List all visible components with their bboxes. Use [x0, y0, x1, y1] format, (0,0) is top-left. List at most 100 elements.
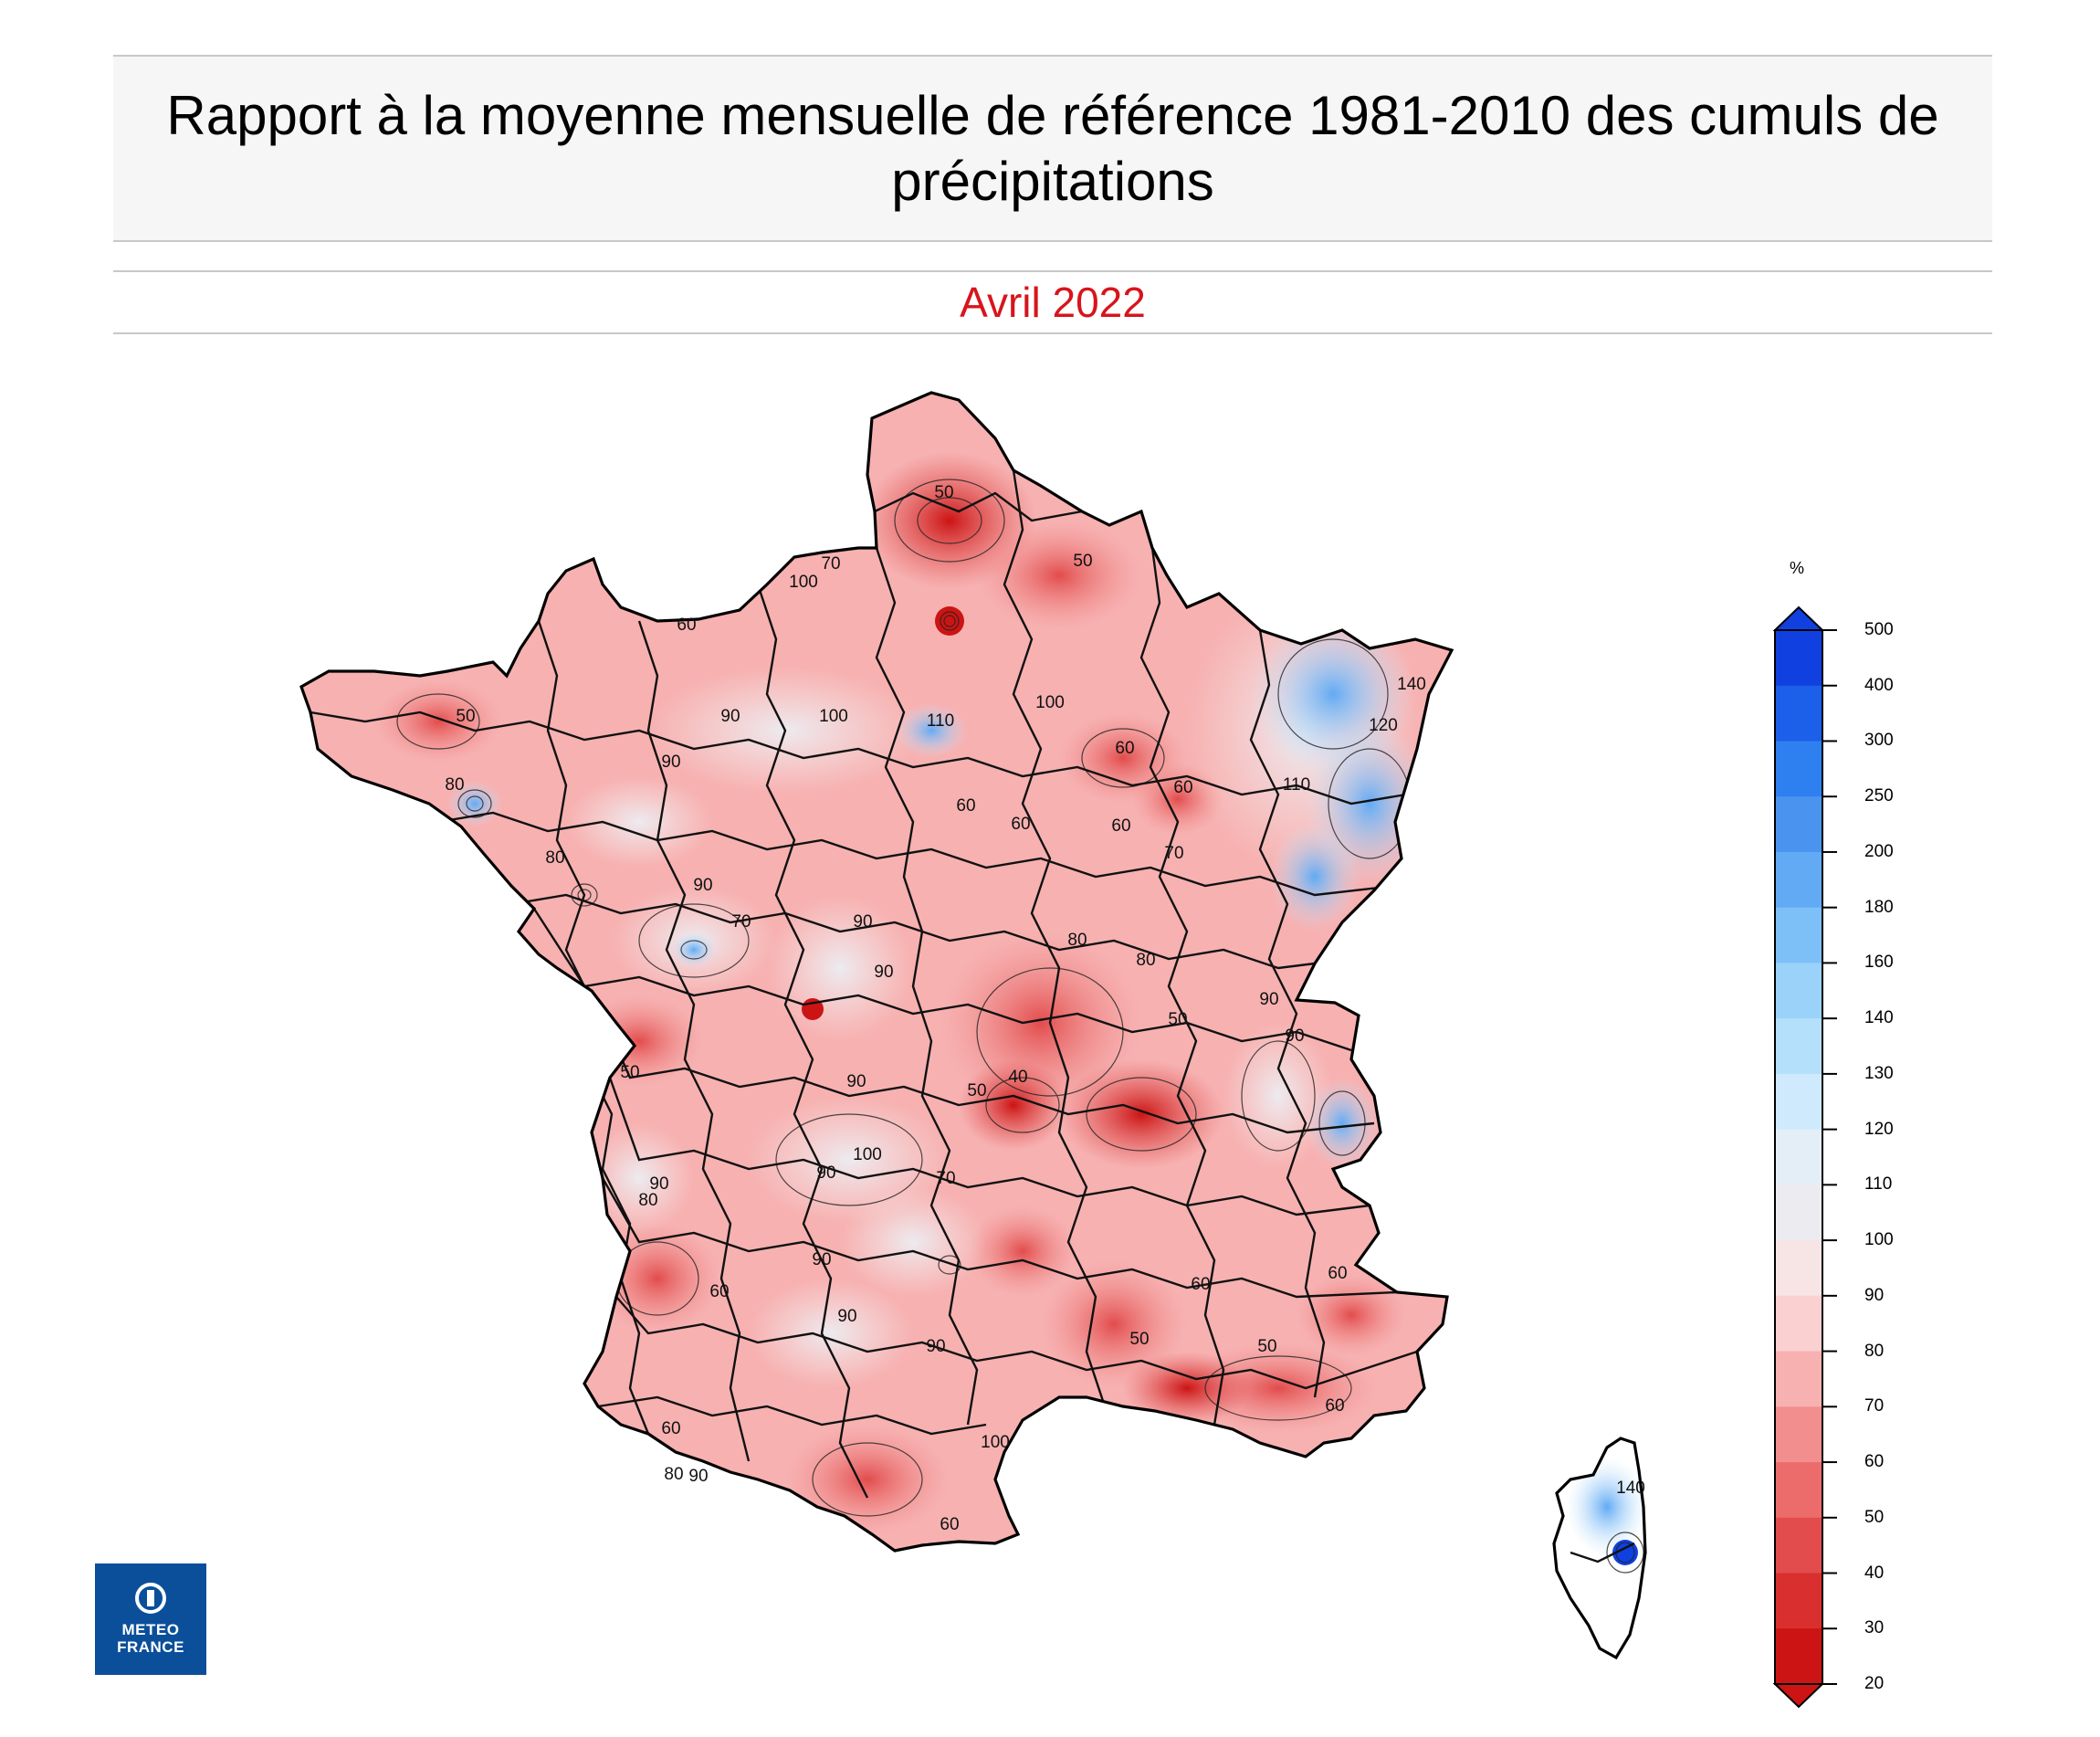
legend-tick-label: 110: [1864, 1174, 1893, 1195]
contour-label: 90: [926, 1337, 945, 1356]
legend-tick-label: 400: [1864, 675, 1894, 695]
legend-tick-label: 500: [1864, 620, 1894, 639]
colorbar-segment: [1775, 1573, 1822, 1629]
colorbar-segment: [1775, 851, 1822, 909]
contour-label: 90: [1285, 1026, 1304, 1046]
contour-label: 60: [1111, 816, 1130, 836]
colorbar-segment: [1775, 796, 1822, 853]
colorbar-segment: [1775, 630, 1822, 687]
contour-label: 60: [661, 1419, 680, 1438]
legend-tick-label: 90: [1864, 1285, 1885, 1305]
contour-label: 90: [816, 1163, 835, 1183]
contour-label: 70: [731, 912, 751, 932]
colorbar-segment: [1775, 1295, 1822, 1353]
contour-label: 60: [1325, 1396, 1344, 1416]
colorbar-segment: [1775, 907, 1822, 963]
legend-tick-label: 80: [1864, 1341, 1885, 1361]
contour-label: 140: [1616, 1479, 1645, 1498]
logo-text-line-1: METEO: [121, 1621, 180, 1638]
legend-tick-label: 50: [1864, 1507, 1885, 1527]
colorbar-segment: [1775, 1240, 1822, 1297]
contour-label: 50: [620, 1063, 639, 1082]
colorbar-segment: [1775, 1406, 1822, 1463]
contour-label: 50: [1168, 1010, 1187, 1029]
contour-label: 100: [981, 1433, 1010, 1452]
logo-text-line-2: FRANCE: [117, 1638, 184, 1656]
contour-label: 60: [940, 1515, 959, 1534]
contour-label: 50: [967, 1081, 986, 1100]
colorbar-frame: [1774, 629, 1823, 1685]
legend-tick-label: 250: [1864, 786, 1894, 806]
colorbar-segment: [1775, 741, 1822, 797]
colorbar-segment: [1775, 1018, 1822, 1075]
contour-label: 110: [1283, 775, 1310, 795]
legend-tick-label: 100: [1864, 1230, 1894, 1250]
contour-label: 60: [1115, 739, 1134, 758]
colorbar: [1772, 605, 1837, 1709]
map-title: Rapport à la moyenne mensuelle de référe…: [166, 84, 1939, 212]
colorbar-segment: [1775, 1351, 1822, 1407]
contour-label: 70: [821, 554, 840, 574]
contour-label: 100: [789, 573, 818, 592]
contour-label: 120: [1369, 716, 1398, 735]
contour-label: 60: [1011, 815, 1030, 834]
contour-label: 60: [1191, 1275, 1210, 1294]
contour-label: 90: [649, 1174, 668, 1194]
contour-label: 70: [936, 1169, 955, 1188]
title-banner: Rapport à la moyenne mensuelle de référe…: [113, 55, 1992, 242]
legend-tick-label: 300: [1864, 731, 1894, 751]
colorbar-segment: [1775, 1073, 1822, 1131]
contour-label: 80: [664, 1465, 683, 1484]
map-subtitle: Avril 2022: [960, 279, 1146, 326]
colorbar-top-arrow: [1772, 605, 1825, 631]
contour-label: 60: [956, 796, 975, 816]
contour-label: 90: [846, 1072, 866, 1091]
colorbar-segment: [1775, 1184, 1822, 1241]
colorbar-segment: [1775, 1129, 1822, 1185]
contour-label: 80: [545, 848, 564, 868]
legend-tick-label: 120: [1864, 1119, 1894, 1139]
contour-label: 90: [853, 912, 872, 932]
legend-tick-label: 70: [1864, 1396, 1885, 1416]
contour-label: 50: [1257, 1337, 1276, 1356]
legend-unit: %: [1790, 559, 1805, 577]
colorbar-segment: [1775, 685, 1822, 742]
legend-tick-label: 30: [1864, 1618, 1885, 1638]
legend-tick-label: 20: [1864, 1674, 1885, 1693]
contour-label: 140: [1397, 675, 1426, 694]
legend-tick-label: 200: [1864, 841, 1894, 861]
contour-label: 60: [1328, 1264, 1347, 1283]
contour-label: 90: [693, 876, 712, 895]
legend-tick-label: 160: [1864, 953, 1894, 973]
contour-label: 80: [445, 775, 464, 795]
legend-tick-label: 140: [1864, 1008, 1894, 1028]
contour-label: 90: [1259, 990, 1278, 1009]
country-outline: [299, 391, 1647, 1660]
contour-label: 90: [874, 963, 893, 982]
contour-label: 60: [709, 1282, 729, 1301]
precipitation-field: [301, 393, 1645, 1658]
contour-label: 70: [1164, 844, 1183, 863]
contour-label: 90: [812, 1250, 831, 1269]
contour-label: 60: [1173, 778, 1192, 797]
contour-label: 40: [1008, 1068, 1027, 1087]
contour-label: 50: [456, 707, 475, 726]
contour-label: 50: [1129, 1330, 1149, 1349]
colorbar-bottom-arrow: [1772, 1683, 1825, 1709]
contour-label: 110: [927, 711, 954, 731]
contour-label: 50: [934, 483, 953, 502]
contour-label: 100: [853, 1145, 882, 1164]
contour-label: 100: [819, 707, 848, 726]
colorbar-segment: [1775, 963, 1822, 1019]
contour-label: 80: [1067, 931, 1087, 950]
contour-label: 60: [677, 616, 696, 635]
meteo-france-logo-mark: [135, 1583, 166, 1614]
colorbar-segment: [1775, 1517, 1822, 1574]
contour-label: 80: [1136, 951, 1155, 970]
contour-label: 50: [1073, 552, 1092, 571]
colorbar-segment: [1775, 1462, 1822, 1519]
subtitle-banner: Avril 2022: [113, 270, 1992, 334]
meteo-france-logo: METEO FRANCE: [95, 1563, 206, 1675]
